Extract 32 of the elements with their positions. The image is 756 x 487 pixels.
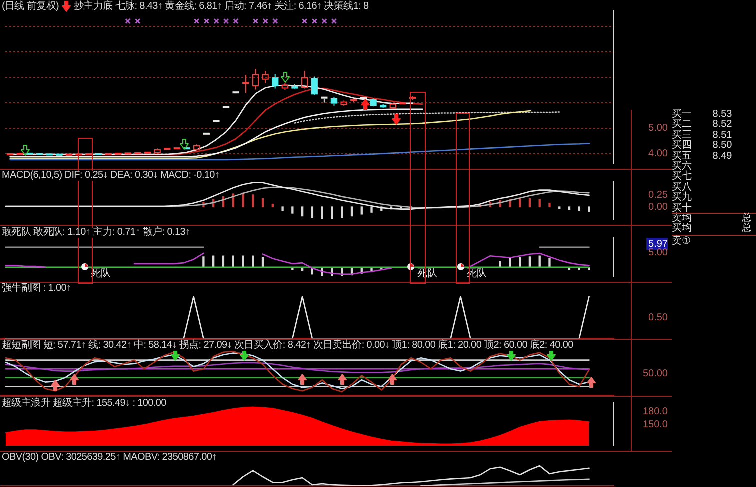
- y-tick-label: 4.00: [648, 148, 668, 160]
- y-tick-label: 180.0: [642, 406, 668, 418]
- text: 买五 8.49: [672, 150, 732, 162]
- chart-title: MACD(6,10,5) DIF: 0.25↓ DEA: 0.30↓ MACD: -0.10↑: [2, 170, 220, 181]
- y-tick-label: 5.00: [648, 123, 668, 134]
- chart-title: 敢死队 敢死队: 1.10↑ 主力: 0.71↑ 散户: 0.13↑: [2, 227, 190, 238]
- text: 买九: [672, 192, 692, 204]
- text: 买四 8.50: [672, 140, 732, 152]
- chart-title: (日线 前复权): [2, 0, 60, 12]
- y-tick-label: 5.97: [648, 238, 668, 250]
- chart-title: OBV(30) OBV: 3025639.25↑ MAOBV: 2350867.00↑: [2, 452, 217, 463]
- text: 买二 8.52: [672, 119, 732, 130]
- text: 买三 8.51: [672, 130, 732, 141]
- text: 买均: [672, 223, 692, 235]
- chart-title: 强牛副图 : 1.00↑: [2, 283, 72, 294]
- text: 买一 8.53: [672, 109, 732, 120]
- chart-subtitle: 抄主力底 七脉: 8.43↑ 黄金线: 6.81↑ 启动: 7.46↑ 关注: 6.16↑ 决策线1: 8: [74, 0, 369, 12]
- text: 买六: [672, 161, 692, 172]
- text: 买十: [672, 202, 692, 214]
- y-tick-label: 0.25: [648, 190, 668, 202]
- y-tick-label: 150.0: [642, 419, 668, 430]
- text: 买七: [672, 171, 692, 182]
- text: 0.50: [648, 312, 668, 324]
- y-tick-label: 5.00: [648, 247, 668, 258]
- chart-title: 超级主浪升 超级主升: 155.49↓ : 100.00: [2, 398, 166, 409]
- y-tick-label: 0.00: [648, 202, 668, 213]
- text: 总: [742, 223, 752, 235]
- chart-title: 超短副图 短: 57.71↑ 线: 30.42↑ 中: 58.14↓ 拐点: 27.09↓ 次日买入价: 8.42↑ 次日卖出价: 0.00↓ 顶1: 80.00 底1: 20.00 顶2: 60.00 底2: 40.00: [2, 340, 574, 351]
- text: 买八: [672, 182, 692, 193]
- text: 总: [742, 213, 752, 224]
- text: 50.00: [642, 368, 668, 380]
- text: 卖①: [672, 236, 691, 248]
